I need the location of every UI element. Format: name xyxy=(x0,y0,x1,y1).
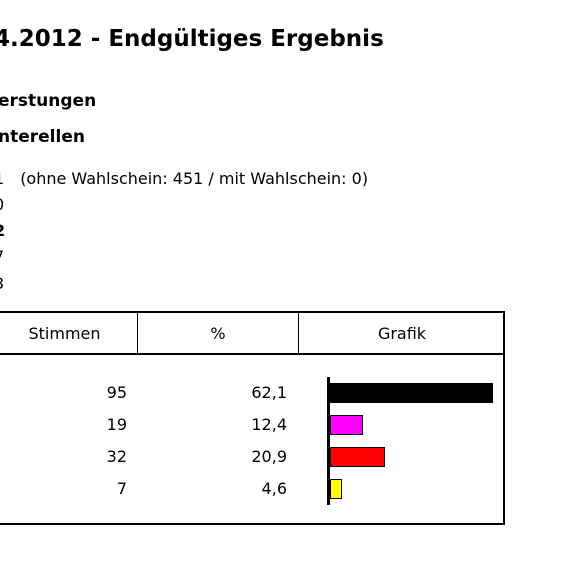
column-header-votes: Stimmen xyxy=(0,313,138,355)
section-heading-unit: nterellen xyxy=(0,127,85,147)
percent-bar xyxy=(330,415,363,435)
percent-bar xyxy=(330,383,493,403)
votes-cell: 95 xyxy=(106,383,127,402)
info-value: 0 xyxy=(0,195,4,214)
info-line: 3 xyxy=(0,274,4,293)
info-detail: (ohne Wahlschein: 451 / mit Wahlschein: … xyxy=(20,169,369,188)
info-value: 7 xyxy=(0,247,4,266)
info-value: 1 xyxy=(0,169,4,188)
votes-cell: 7 xyxy=(116,479,127,498)
percent-cell: 12,4 xyxy=(251,415,287,434)
percent-cell: 20,9 xyxy=(251,447,287,466)
info-line: 7 xyxy=(0,247,4,266)
column-header-graphic: Grafik xyxy=(299,313,505,355)
info-line: 0 xyxy=(0,195,4,214)
column-header-percent: % xyxy=(138,313,299,355)
votes-cell: 19 xyxy=(106,415,127,434)
info-value: 2 xyxy=(0,221,5,240)
section-heading-votes: erstungen xyxy=(0,91,97,111)
percent-cell: 62,1 xyxy=(251,383,287,402)
info-line: 2 xyxy=(0,221,5,240)
results-table: Stimmen % Grafik 95 62,1 19 12,4 32 20,9 7 4,6 xyxy=(0,311,505,525)
percent-bar xyxy=(330,447,385,467)
bar-chart-axis xyxy=(327,377,330,505)
info-line: 1 (ohne Wahlschein: 451 / mit Wahlschein:… xyxy=(0,169,368,188)
percent-bar xyxy=(330,479,342,499)
info-value: 3 xyxy=(0,274,4,293)
votes-cell: 32 xyxy=(106,447,127,466)
percent-cell: 4,6 xyxy=(261,479,287,498)
page-title: 4.2012 - Endgültiges Ergebnis xyxy=(0,26,384,52)
